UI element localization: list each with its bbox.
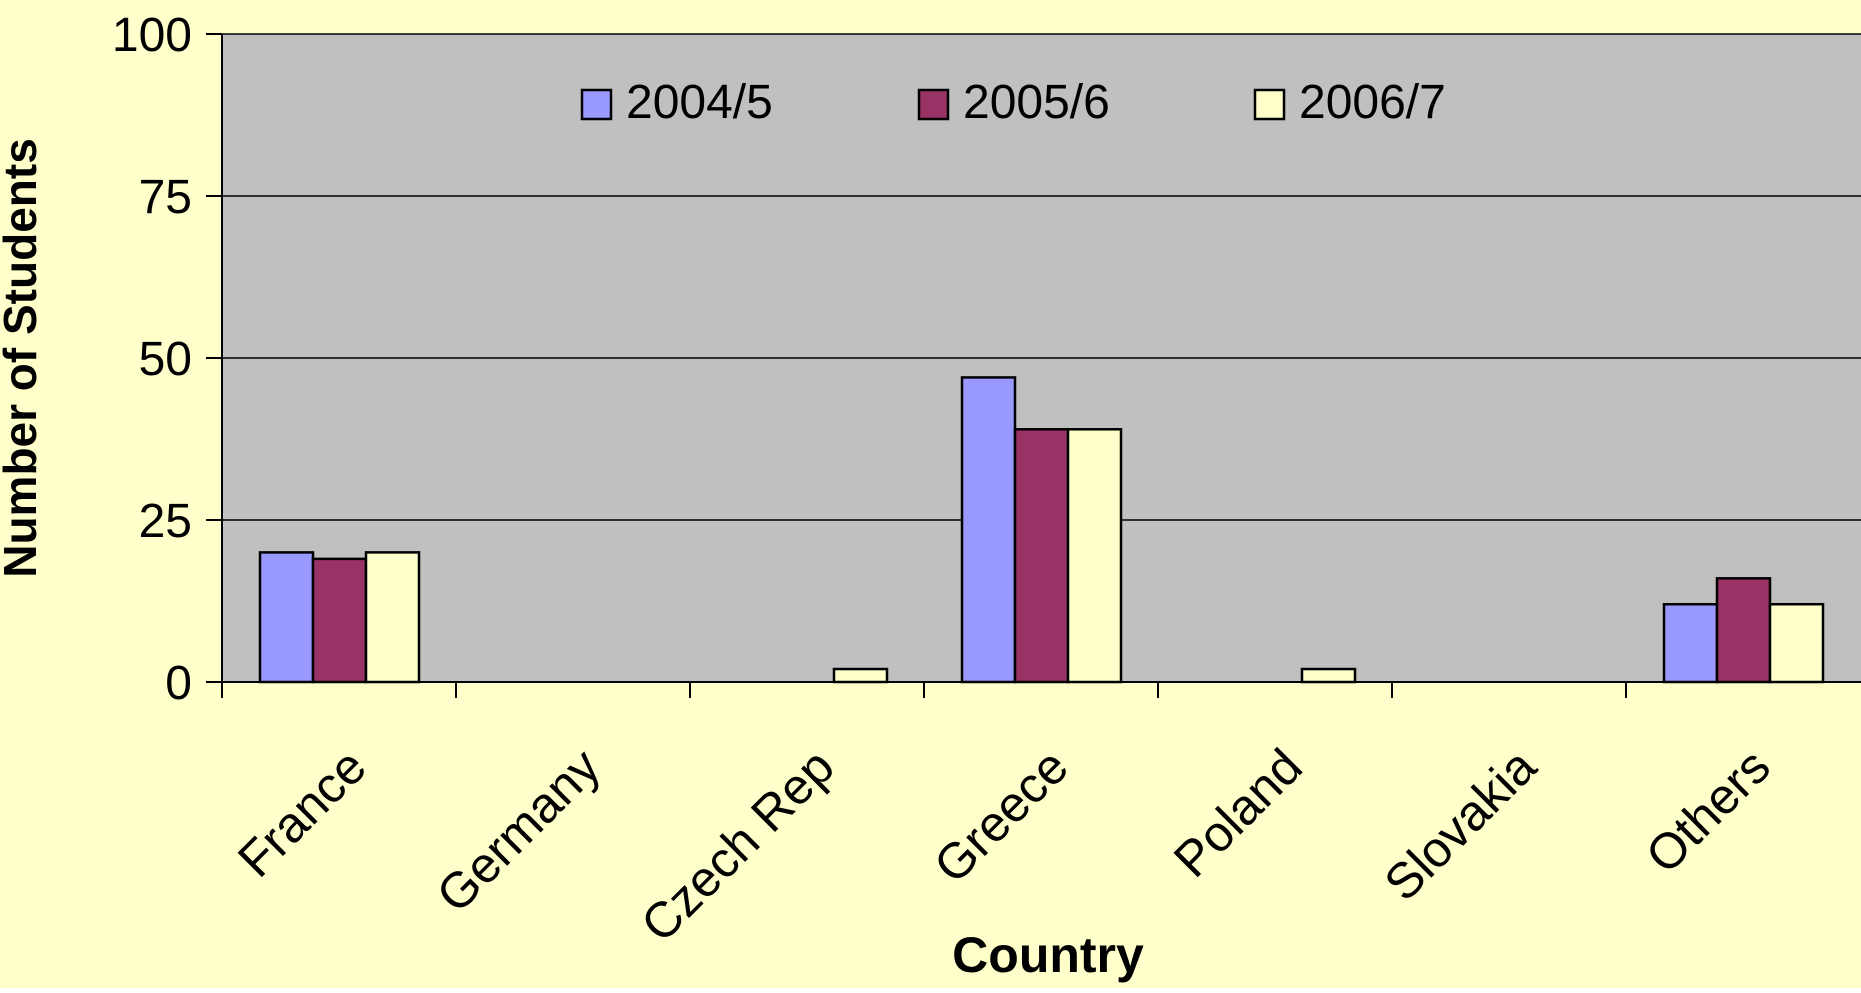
x-axis-title: Country — [952, 927, 1144, 983]
legend: 2004/5 2005/6 2006/7 — [580, 76, 1446, 129]
bar-2004-5-greece — [960, 376, 1017, 684]
y-axis-title: Number of Students — [0, 138, 46, 578]
y-tick-label: 75 — [139, 171, 192, 224]
legend-label: 2004/5 — [626, 76, 773, 129]
y-tick-label: 100 — [112, 9, 192, 62]
bar-2006-7-others — [1768, 602, 1825, 684]
bar-2006-7-greece — [1066, 428, 1123, 684]
bar-2006-7-czech-rep — [832, 667, 889, 684]
y-tick-label: 25 — [139, 495, 192, 548]
legend-swatch — [1253, 88, 1286, 121]
legend-swatch — [917, 88, 950, 121]
y-tick-label: 50 — [139, 333, 192, 386]
legend-label: 2006/7 — [1299, 76, 1446, 129]
bar-2005-6-others — [1715, 577, 1772, 684]
bar-2005-6-greece — [1013, 428, 1070, 684]
bar-2006-7-france — [364, 551, 421, 684]
legend-label: 2005/6 — [963, 76, 1110, 129]
bar-2006-7-poland — [1300, 667, 1357, 684]
bar-2005-6-france — [311, 557, 368, 684]
bar-2004-5-france — [258, 551, 315, 684]
y-tick-label: 0 — [165, 657, 192, 710]
legend-swatch — [580, 88, 613, 121]
bar-2004-5-others — [1662, 602, 1719, 684]
